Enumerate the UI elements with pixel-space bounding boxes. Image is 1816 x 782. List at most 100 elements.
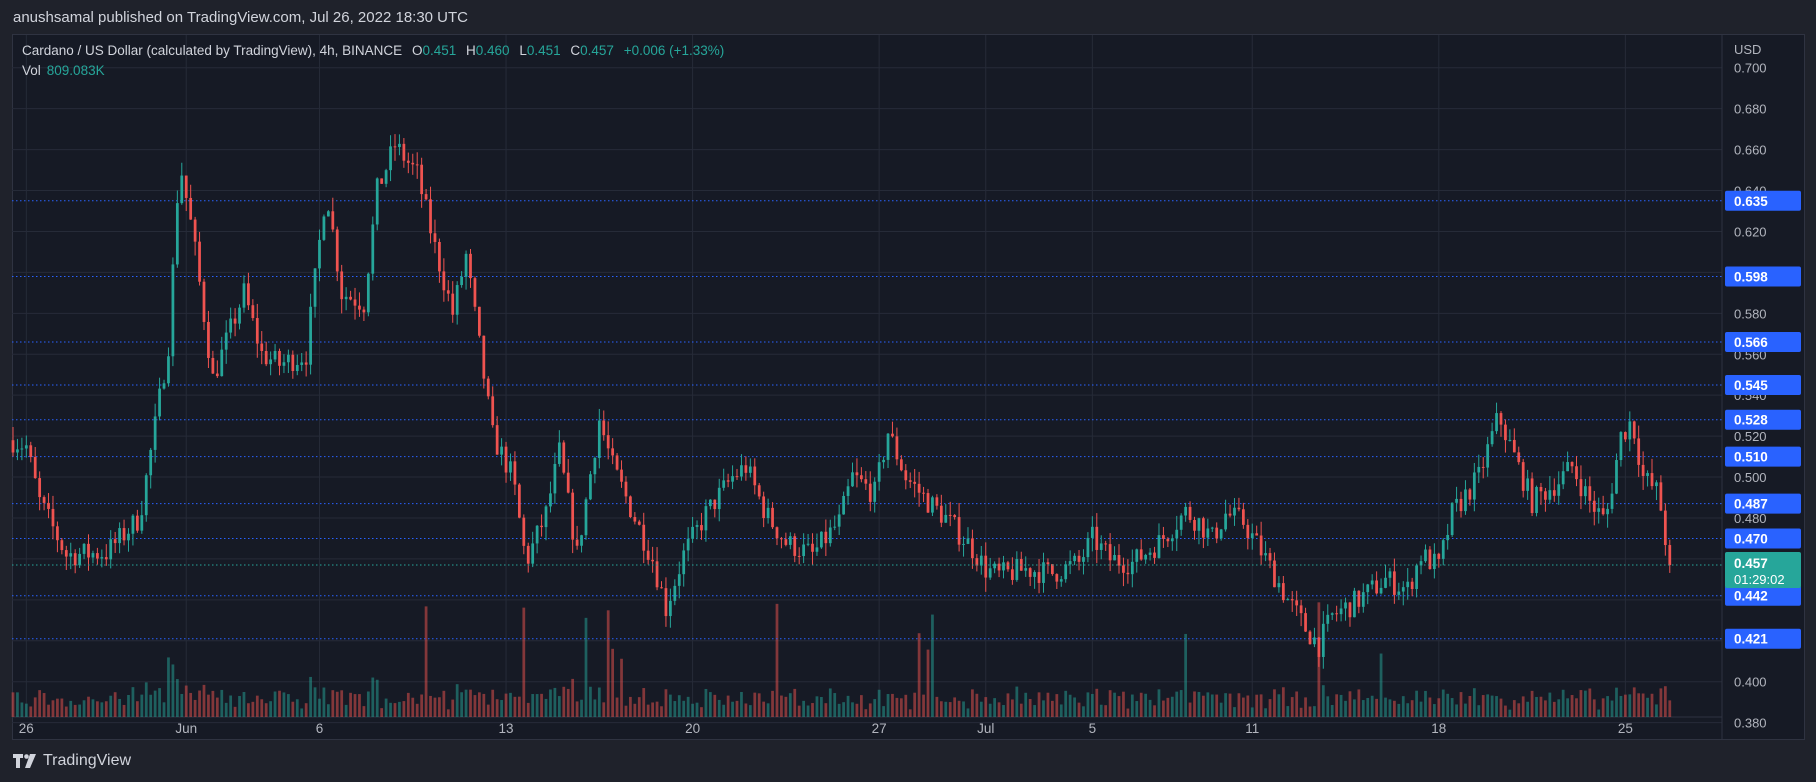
candle-body	[509, 461, 512, 473]
candle-body	[864, 479, 868, 484]
volume-bar	[1361, 700, 1365, 717]
volume-bar	[828, 688, 832, 717]
level-badge-label: 0.545	[1734, 378, 1768, 393]
volume-bar	[877, 689, 881, 717]
volume-bar	[513, 696, 517, 717]
candle-body	[549, 493, 552, 507]
candle-body	[1552, 490, 1556, 496]
volume-bar	[402, 701, 406, 717]
volume-bar	[1224, 693, 1227, 717]
volume-bar	[620, 658, 623, 717]
candle-body	[1535, 486, 1538, 514]
volume-bar	[207, 694, 210, 717]
candle-body	[873, 481, 877, 502]
candle-body	[544, 506, 548, 528]
level-badge-label: 0.421	[1734, 632, 1768, 647]
volume-bar	[646, 704, 650, 717]
volume-bar	[87, 696, 90, 717]
candle-body	[780, 538, 783, 540]
volume-bar	[1250, 707, 1254, 717]
level-badge	[1725, 493, 1801, 514]
volume-bar	[500, 700, 503, 717]
candle-body	[1472, 472, 1476, 500]
volume-bar	[215, 697, 219, 717]
volume-bar	[384, 698, 388, 717]
candle-body	[846, 486, 850, 496]
volume-bar	[1566, 698, 1569, 717]
candle-body	[944, 514, 948, 523]
candle-body	[438, 241, 441, 272]
volume-bar	[1588, 688, 1592, 717]
volume-bar	[1046, 692, 1050, 717]
candle-body	[837, 514, 841, 527]
volume-bar	[1628, 694, 1632, 717]
candle-body	[580, 535, 583, 546]
volume-bar	[1210, 694, 1214, 717]
volume-bar	[615, 697, 619, 717]
candle-body	[96, 553, 99, 559]
volume-bar	[1277, 694, 1281, 717]
volume-bar	[1552, 701, 1556, 717]
chart-frame[interactable]	[12, 34, 1805, 740]
volume-bar	[753, 692, 757, 717]
volume-bar	[446, 709, 450, 717]
volume-bar	[1517, 703, 1521, 717]
candle-body	[997, 563, 1001, 571]
volume-bar	[851, 702, 854, 717]
candle-body	[1108, 544, 1112, 561]
volume-bar	[691, 703, 694, 717]
candle-body	[406, 160, 410, 163]
candle-body	[1619, 432, 1623, 461]
volume-bar	[1144, 693, 1148, 717]
volume-bar	[682, 700, 686, 717]
volume-bar	[535, 694, 539, 717]
candle-body	[1641, 464, 1645, 476]
volume-bar	[673, 701, 677, 717]
volume-bar	[966, 708, 970, 717]
candle-body	[1330, 613, 1334, 615]
volume-bar	[122, 704, 126, 717]
level-badge	[1725, 374, 1801, 395]
volume-bar	[349, 692, 352, 717]
candle-body	[1246, 524, 1250, 539]
candle-body	[73, 553, 77, 566]
volume-bar	[1219, 702, 1223, 717]
volume-bar	[229, 695, 233, 717]
time-tick-label: Jul	[977, 721, 994, 736]
candle-body	[149, 449, 153, 476]
candle-body	[1179, 515, 1183, 530]
volume-bar	[873, 699, 877, 717]
high-label: H	[466, 43, 476, 58]
volume-bar	[1415, 690, 1418, 717]
candle-body	[242, 283, 246, 308]
volume-bar	[282, 692, 286, 717]
volume-bar	[1050, 700, 1054, 717]
candle-body	[673, 585, 677, 601]
volume-bar	[100, 702, 104, 717]
candle-body	[1055, 574, 1059, 582]
volume-bar	[91, 699, 95, 717]
volume-bar	[184, 685, 188, 717]
time-tick-label: 26	[19, 721, 34, 736]
volume-bar	[424, 606, 428, 717]
tradingview-logo[interactable]: TradingView	[13, 752, 131, 770]
volume-bar	[1512, 700, 1516, 717]
candle-body	[269, 359, 272, 365]
volume-bar	[1077, 702, 1081, 717]
candle-body	[1042, 562, 1045, 583]
candle-body	[1219, 529, 1223, 539]
candle-body	[135, 515, 139, 531]
candle-body	[1228, 513, 1232, 516]
candle-body	[748, 466, 752, 473]
last-price-badge	[1725, 552, 1801, 589]
volume-bar	[522, 607, 526, 717]
candle-body	[926, 493, 930, 513]
volume-bar	[1166, 697, 1170, 717]
volume-bar	[1339, 694, 1343, 717]
candle-body	[100, 557, 104, 559]
volume-bar	[1313, 706, 1316, 717]
candle-body	[238, 307, 241, 324]
candle-body	[69, 553, 73, 557]
volume-bar	[526, 702, 530, 717]
